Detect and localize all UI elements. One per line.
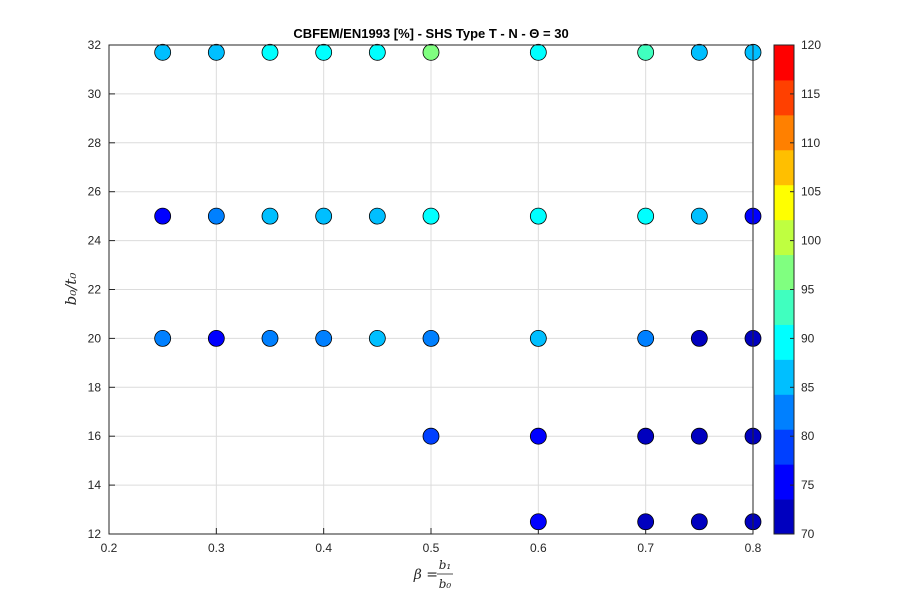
data-point bbox=[154, 43, 172, 61]
y-tick-label: 14 bbox=[88, 478, 102, 492]
y-tick-label: 22 bbox=[88, 283, 102, 297]
colorbar-tick-label: 90 bbox=[801, 331, 815, 345]
y-tick-label: 26 bbox=[88, 185, 102, 199]
data-point bbox=[422, 427, 440, 445]
colorbar bbox=[773, 44, 795, 535]
colorbar-tick-label: 110 bbox=[801, 136, 820, 150]
data-point bbox=[529, 207, 547, 225]
colorbar-tick-label: 75 bbox=[801, 478, 815, 492]
colorbar-tick-label: 100 bbox=[801, 234, 821, 248]
data-point bbox=[207, 43, 225, 61]
data-point bbox=[261, 43, 279, 61]
data-point bbox=[315, 207, 333, 225]
x-tick-label: 0.7 bbox=[637, 541, 654, 555]
data-point bbox=[690, 427, 708, 445]
data-point bbox=[690, 513, 708, 531]
x-tick-label: 0.3 bbox=[208, 541, 225, 555]
colorbar-tick-label: 95 bbox=[801, 283, 815, 297]
x-axis-label: β = b₁ b₀ bbox=[413, 558, 453, 591]
x-axis-label-numerator: b₁ bbox=[439, 558, 452, 572]
y-axis-ticks: 12 14 16 18 20 22 24 26 28 30 32 bbox=[88, 38, 115, 541]
x-axis-label-denominator: b₀ bbox=[439, 577, 452, 591]
data-point bbox=[529, 427, 547, 445]
data-point bbox=[207, 207, 225, 225]
data-point bbox=[422, 43, 440, 61]
data-point bbox=[154, 329, 172, 347]
data-point bbox=[207, 329, 225, 347]
colorbar-segment bbox=[774, 149, 794, 186]
chart-title: CBFEM/EN1993 [%] - SHS Type T - N - Θ = … bbox=[293, 26, 568, 41]
y-tick-label: 12 bbox=[88, 527, 102, 541]
colorbar-segment bbox=[774, 394, 794, 430]
colorbar-ticks: 70 75 80 85 90 95 100 105 110 115 120 bbox=[790, 38, 821, 541]
y-tick-label: 24 bbox=[88, 234, 102, 248]
data-point bbox=[315, 329, 333, 347]
y-tick-label: 30 bbox=[88, 87, 102, 101]
x-tick-label: 0.4 bbox=[315, 541, 332, 555]
plot-frame bbox=[108, 44, 754, 535]
x-axis-label-main: β = bbox=[413, 567, 438, 583]
data-point bbox=[529, 43, 547, 61]
colorbar-segment bbox=[774, 324, 794, 360]
x-axis-ticks: 0.2 0.3 0.4 0.5 0.6 0.7 0.8 bbox=[101, 528, 762, 555]
data-point bbox=[637, 427, 655, 445]
y-tick-label: 32 bbox=[88, 38, 102, 52]
y-tick-label: 20 bbox=[88, 331, 102, 345]
x-tick-label: 0.2 bbox=[101, 541, 118, 555]
colorbar-segment bbox=[774, 219, 794, 256]
data-point bbox=[637, 513, 655, 531]
colorbar-tick-label: 70 bbox=[801, 527, 815, 541]
y-axis-label: b₀/t₀ bbox=[62, 273, 80, 306]
colorbar-segment bbox=[774, 114, 794, 151]
colorbar-tick-label: 80 bbox=[801, 429, 815, 443]
data-point bbox=[154, 207, 172, 225]
data-point bbox=[422, 329, 440, 347]
colorbar-segment bbox=[774, 79, 794, 116]
data-point bbox=[261, 207, 279, 225]
colorbar-segment bbox=[774, 499, 794, 535]
colorbar-segment bbox=[774, 359, 794, 395]
data-points bbox=[154, 43, 762, 531]
data-point bbox=[368, 43, 386, 61]
colorbar-segment bbox=[774, 289, 794, 325]
colorbar-tick-label: 85 bbox=[801, 380, 815, 394]
y-tick-label: 28 bbox=[88, 136, 102, 150]
data-point bbox=[637, 329, 655, 347]
colorbar-tick-label: 120 bbox=[801, 38, 821, 52]
data-point bbox=[368, 329, 386, 347]
data-point bbox=[637, 207, 655, 225]
colorbar-tick-label: 105 bbox=[801, 185, 821, 199]
data-point bbox=[529, 329, 547, 347]
data-point bbox=[529, 513, 547, 531]
data-point bbox=[422, 207, 440, 225]
data-point bbox=[690, 43, 708, 61]
colorbar-segment bbox=[774, 45, 794, 81]
colorbar-tick-label: 115 bbox=[801, 87, 820, 101]
colorbar-segment bbox=[774, 254, 794, 290]
y-tick-label: 18 bbox=[88, 380, 102, 394]
x-tick-label: 0.6 bbox=[530, 541, 547, 555]
colorbar-segment bbox=[774, 464, 794, 500]
data-point bbox=[261, 329, 279, 347]
data-point bbox=[690, 329, 708, 347]
y-tick-label: 16 bbox=[88, 429, 102, 443]
data-point bbox=[315, 43, 333, 61]
x-tick-label: 0.8 bbox=[745, 541, 762, 555]
colorbar-segment bbox=[774, 184, 794, 221]
x-tick-label: 0.5 bbox=[423, 541, 440, 555]
data-point bbox=[690, 207, 708, 225]
data-point bbox=[368, 207, 386, 225]
data-point bbox=[637, 43, 655, 61]
colorbar-segment bbox=[774, 429, 794, 465]
